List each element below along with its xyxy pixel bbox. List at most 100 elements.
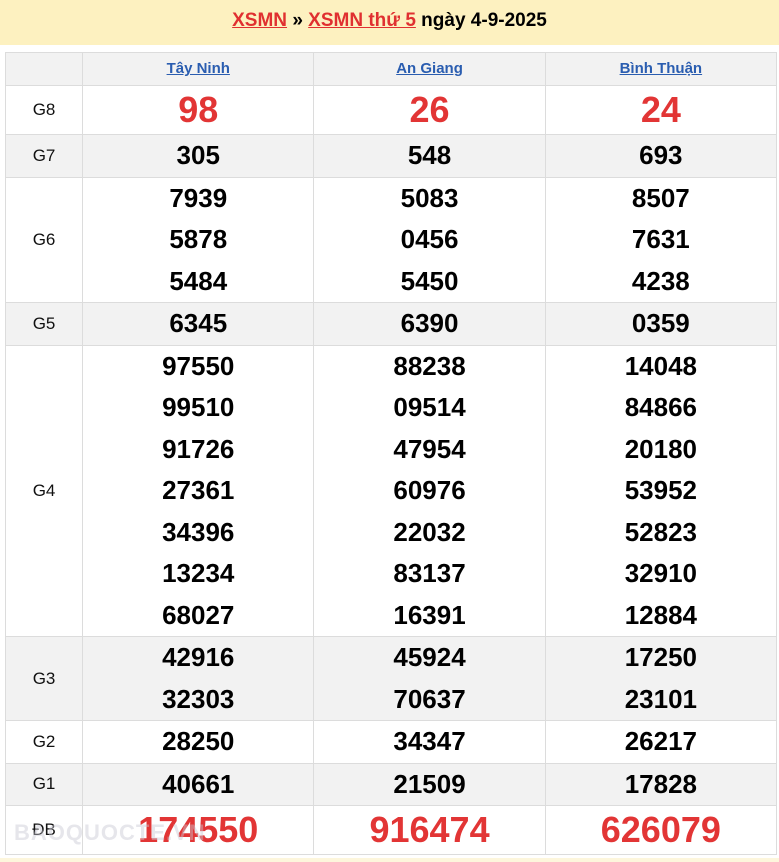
province-link-an-giang[interactable]: An Giang: [396, 60, 463, 77]
result-cell: 98: [82, 85, 315, 135]
prize-row-g3: G3 42916 32303 45924 70637 17250 23101: [4, 636, 778, 721]
winning-number: 5878: [169, 224, 228, 254]
result-cell: 17250 23101: [544, 636, 778, 721]
winning-number: 12884: [624, 599, 697, 630]
result-cell: 40661: [82, 762, 315, 806]
result-cell: 24: [544, 85, 778, 135]
prize-row-g8: G8 98 26 24: [4, 85, 778, 135]
winning-number: 99510: [162, 392, 235, 422]
prize-label: ĐB: [4, 805, 84, 855]
winning-number: 548: [407, 140, 452, 170]
winning-number: 0456: [400, 224, 459, 254]
result-cell: 26: [313, 85, 546, 135]
result-cell: 88238 09514 47954 60976 22032 83137 16391: [313, 344, 546, 637]
winning-number: 88238: [393, 350, 466, 381]
winning-number: 68027: [162, 599, 235, 630]
winning-number: 5484: [169, 265, 228, 296]
draw-date: ngày 4-9-2025: [421, 10, 547, 31]
prize-label: G5: [4, 302, 84, 346]
winning-number: 6390: [400, 308, 459, 338]
winning-number: 16391: [393, 599, 466, 630]
prize-row-đb: ĐB 174550 916474 626079: [4, 805, 778, 855]
winning-number: 305: [176, 140, 220, 170]
footer-strip: [0, 858, 779, 862]
result-cell: 34347: [313, 720, 546, 764]
winning-number: 26217: [624, 726, 697, 756]
prize-label: G2: [4, 720, 84, 764]
winning-number: 7939: [169, 182, 228, 213]
winning-number: 17250: [624, 642, 697, 672]
province-link-binh-thuan[interactable]: Bình Thuận: [619, 60, 703, 77]
winning-number: 174550: [138, 809, 259, 850]
winning-number: 23101: [624, 683, 697, 714]
result-cell: 7939 5878 5484: [82, 176, 315, 303]
result-cell: 305: [82, 134, 315, 178]
winning-number: 5450: [400, 265, 459, 296]
xsmn-thu5-link[interactable]: XSMN thứ 5: [308, 10, 416, 31]
xsmn-link[interactable]: XSMN: [232, 10, 288, 31]
result-cell: 693: [544, 134, 778, 178]
result-cell: 174550: [82, 805, 315, 855]
prize-row-g5: G5 6345 6390 0359: [4, 302, 778, 346]
winning-number: 91726: [162, 433, 235, 464]
prize-label: G4: [4, 344, 84, 637]
winning-number: 53952: [624, 475, 697, 505]
winning-number: 28250: [162, 726, 235, 756]
winning-number: 0359: [631, 308, 690, 338]
winning-number: 83137: [393, 558, 466, 588]
header-row: Tây Ninh An Giang Bình Thuận: [4, 52, 778, 86]
results-table: Tây Ninh An Giang Bình Thuận G8 98 26 24 G7 3…: [4, 52, 778, 855]
winning-number: 32910: [624, 558, 697, 588]
winning-number: 4238: [631, 265, 690, 296]
prize-row-g2: G2 28250 34347 26217: [4, 720, 778, 764]
winning-number: 26: [409, 89, 450, 130]
result-cell: 17828: [544, 762, 778, 806]
winning-number: 34396: [162, 516, 235, 547]
result-cell: 626079: [544, 805, 778, 855]
prize-row-g7: G7 305 548 693: [4, 134, 778, 178]
winning-number: 09514: [393, 392, 466, 422]
winning-number: 42916: [162, 642, 235, 672]
winning-number: 24: [640, 89, 681, 130]
result-cell: 5083 0456 5450: [313, 176, 546, 303]
result-cell: 6345: [82, 302, 315, 346]
province-header: Bình Thuận: [544, 52, 778, 86]
prize-label: G1: [4, 762, 84, 806]
winning-number: 27361: [162, 475, 235, 505]
prize-label: G8: [4, 85, 84, 135]
title-banner: XSMN » XSMN thứ 5 ngày 4-9-2025: [0, 0, 779, 45]
prize-row-g6: G6 7939 5878 5484 5083 0456 5450 8507 7631 4238: [4, 176, 778, 303]
result-cell: 42916 32303: [82, 636, 315, 721]
winning-number: 40661: [162, 768, 235, 799]
winning-number: 7631: [631, 224, 690, 254]
winning-number: 5083: [400, 182, 459, 213]
winning-number: 20180: [624, 433, 697, 464]
winning-number: 916474: [369, 809, 490, 850]
winning-number: 22032: [393, 516, 466, 547]
winning-number: 21509: [393, 768, 466, 799]
winning-number: 70637: [393, 683, 466, 714]
result-cell: 548: [313, 134, 546, 178]
prize-row-g4: G4 97550 99510 91726 27361 34396 13234 68027 882…: [4, 344, 778, 637]
result-cell: 0359: [544, 302, 778, 346]
winning-number: 17828: [624, 768, 697, 799]
result-cell: 21509: [313, 762, 546, 806]
breadcrumb-separator: »: [292, 10, 303, 31]
province-header: Tây Ninh: [82, 52, 315, 86]
province-link-tay-ninh[interactable]: Tây Ninh: [166, 60, 230, 77]
result-cell: 14048 84866 20180 53952 52823 32910 12884: [544, 344, 778, 637]
winning-number: 60976: [393, 475, 466, 505]
winning-number: 34347: [393, 726, 466, 756]
winning-number: 14048: [624, 350, 697, 381]
result-cell: 6390: [313, 302, 546, 346]
winning-number: 84866: [624, 392, 697, 422]
prize-label: G3: [4, 636, 84, 721]
winning-number: 8507: [631, 182, 690, 213]
result-cell: 8507 7631 4238: [544, 176, 778, 303]
winning-number: 98: [178, 89, 219, 130]
province-header: An Giang: [313, 52, 546, 86]
winning-number: 693: [639, 140, 683, 170]
winning-number: 47954: [393, 433, 466, 464]
winning-number: 97550: [162, 350, 235, 381]
winning-number: 6345: [169, 308, 228, 338]
